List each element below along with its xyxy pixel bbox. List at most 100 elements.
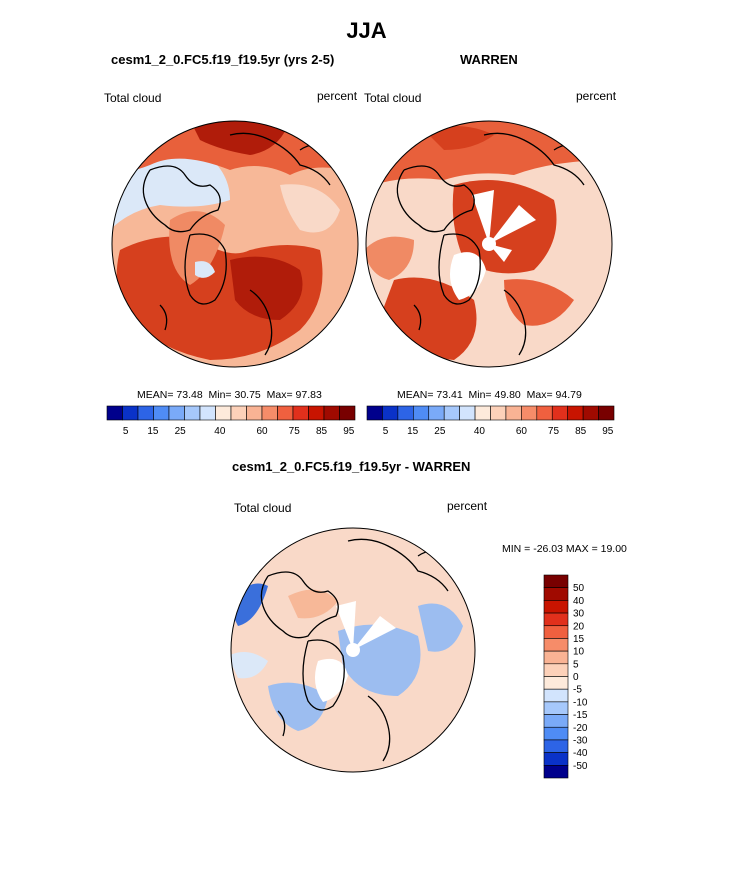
greenland-low-region — [195, 261, 215, 278]
colorbar-3-tick-label: -15 — [573, 710, 588, 721]
max-label: Max= — [526, 389, 553, 401]
coastline-canada — [260, 571, 339, 639]
max-label: Max= — [266, 389, 293, 401]
colorbar-3-swatch — [543, 739, 569, 753]
colorbar-3-swatch — [543, 688, 569, 703]
colorbar-1-swatch — [215, 405, 232, 421]
map-field — [366, 121, 612, 367]
panel-2-variable-label: Total cloud — [364, 91, 422, 105]
map-field-group — [366, 121, 612, 367]
colorbar-3-swatch — [543, 587, 569, 601]
negative-region-2 — [418, 603, 463, 652]
colorbar-1-swatch — [106, 405, 123, 421]
colorbar-2-swatch — [536, 405, 553, 421]
min-value: 49.80 — [494, 389, 521, 401]
map-boundary — [230, 527, 476, 773]
colorbar-2-tick-label: 25 — [434, 426, 446, 437]
colorbar-1-swatch — [153, 405, 170, 421]
panel-3-range-text: MIN = -26.03 MAX = 19.00 — [502, 543, 627, 555]
colorbar-3-tick-label: 5 — [573, 659, 579, 670]
colorbar-3-tick-label: 10 — [573, 647, 585, 658]
min-label: Min= — [208, 389, 232, 401]
map-field — [231, 528, 475, 772]
pale-region — [280, 184, 340, 233]
map-boundary — [365, 120, 613, 368]
greenland-region — [169, 211, 225, 285]
colorbar-1-swatch — [137, 405, 154, 421]
colorbar-3-tick-label: 50 — [573, 583, 585, 594]
panel-3-units-label: percent — [447, 499, 488, 513]
colorbar-2-swatch — [598, 405, 615, 421]
figure-title: JJA — [346, 18, 387, 43]
map-boundary — [111, 120, 359, 368]
coastline-iceland — [413, 304, 422, 331]
missing-data-wedge — [353, 616, 396, 650]
colorbar-2-swatch — [413, 405, 430, 421]
colorbar-1-swatch — [168, 405, 185, 421]
colorbar-2-swatch — [474, 405, 491, 421]
colorbar-2-tick-label: 40 — [474, 426, 486, 437]
missing-data-greenland — [314, 658, 348, 702]
colorbar-3-swatch — [543, 663, 569, 677]
colorbar-2-swatch — [382, 405, 399, 421]
colorbar-3-swatch — [543, 574, 569, 588]
missing-data-wedge — [472, 190, 494, 244]
colorbar-1-swatch — [246, 405, 263, 421]
coastline-scandinavia — [367, 695, 391, 762]
colorbar-3-tick-label: 15 — [573, 634, 585, 645]
coastline-siberia — [347, 538, 449, 592]
coastline-greenland — [302, 639, 345, 711]
colorbar-2-swatch — [397, 405, 414, 421]
colorbar-1-swatch — [122, 405, 139, 421]
map-panel-2 — [365, 120, 613, 368]
coastline-canada — [396, 165, 475, 233]
panel-1-title: cesm1_2_0.FC5.f19_f19.5yr (yrs 2-5) — [111, 52, 335, 67]
coastlines — [142, 132, 331, 356]
pole-hole — [482, 237, 496, 251]
map-panel-1 — [111, 120, 359, 368]
colorbar-3-tick-label: 20 — [573, 621, 585, 632]
colorbar-3-swatch — [543, 765, 569, 779]
coastline-scandinavia — [503, 289, 527, 356]
colorbar-1-swatch — [339, 405, 356, 421]
coastline-greenland — [184, 233, 227, 305]
coastline-greenland — [438, 233, 481, 305]
missing-data-wedge — [336, 601, 356, 650]
panel-3-variable-label: Total cloud — [234, 501, 292, 515]
canada-region — [366, 236, 414, 280]
colorbar-1-swatch — [308, 405, 325, 421]
negative-region — [338, 624, 421, 696]
colorbar-3-tick-label: -5 — [573, 685, 582, 696]
mean-value: 73.48 — [176, 389, 203, 401]
colorbar-2-swatch — [366, 405, 383, 421]
colorbar-3-swatch — [543, 714, 569, 728]
colorbar-3-swatch — [543, 676, 569, 690]
colorbar-2-swatch — [490, 405, 507, 421]
colorbar-1-tick-label: 60 — [256, 426, 268, 437]
pole-hole — [346, 643, 360, 657]
colorbar-2-swatch — [567, 405, 584, 421]
colorbar-1-swatch — [199, 405, 216, 421]
colorbar-3-swatch — [543, 752, 569, 766]
map-field-group — [231, 528, 475, 772]
colorbar-2-swatch — [582, 405, 599, 421]
colorbar-2-tick-label: 5 — [383, 426, 389, 437]
colorbar-1-tick-label: 75 — [289, 426, 301, 437]
mean-value: 73.41 — [436, 389, 463, 401]
colorbar-3-swatch — [543, 701, 569, 715]
coastline-canada — [142, 165, 221, 233]
colorbar-3-tick-label: -40 — [573, 748, 588, 759]
mean-label: MEAN= — [137, 389, 174, 401]
coastline-iceland — [159, 304, 168, 331]
colorbar-ticks: 5 15 25 40 60 75 85 95 5 15 25 40 60 75 85 955040302015… — [123, 426, 614, 772]
colorbar-2-tick-label: 85 — [575, 426, 587, 437]
coastline-scandinavia — [249, 289, 273, 356]
colorbar-2-swatch — [428, 405, 445, 421]
colorbar-1-tick-label: 15 — [147, 426, 159, 437]
colorbar-1-swatch — [230, 405, 247, 421]
min-value: 30.75 — [234, 389, 261, 401]
colorbar-1-swatch — [184, 405, 201, 421]
colorbar-1-tick-label: 25 — [175, 426, 187, 437]
max-value: 97.83 — [295, 389, 322, 401]
